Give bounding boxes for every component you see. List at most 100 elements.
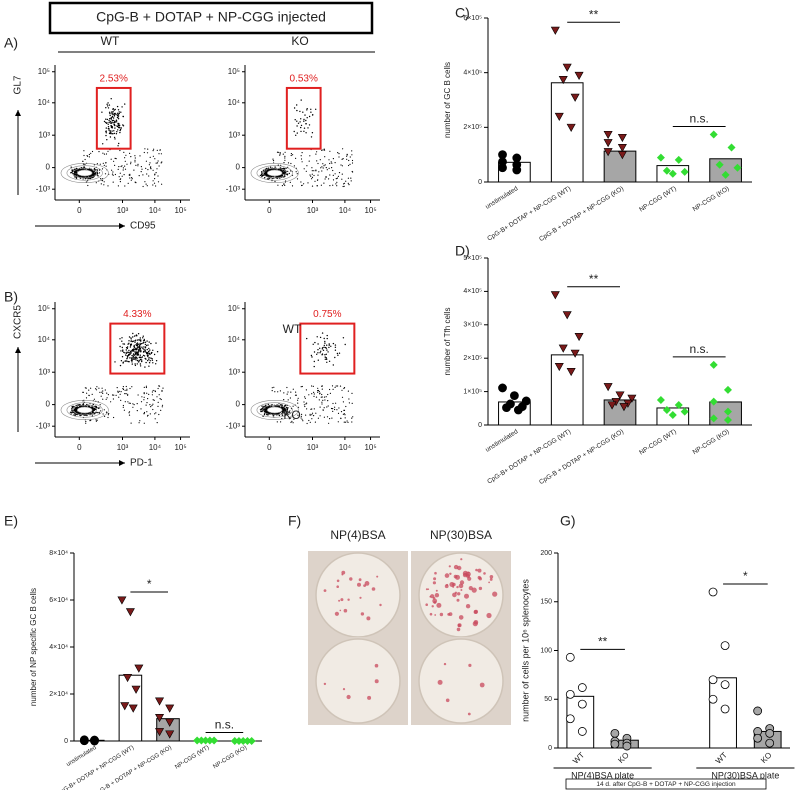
data-point	[721, 705, 729, 713]
x-tick-label: CpG-B+ DOTAP + NP-CGG (WT)	[486, 428, 572, 485]
event-dot	[323, 347, 324, 348]
event-dot	[108, 120, 109, 121]
event-dot	[130, 337, 131, 338]
data-point	[566, 653, 574, 661]
event-dot	[290, 170, 291, 171]
event-dot	[342, 159, 343, 160]
event-dot	[348, 160, 349, 161]
event-dot	[325, 164, 326, 165]
event-dot	[118, 115, 119, 116]
x-tick-label: 10⁵	[174, 206, 186, 215]
event-dot	[150, 360, 151, 361]
event-dot	[129, 353, 130, 354]
event-dot	[342, 174, 343, 175]
event-dot	[146, 411, 147, 412]
x-tick-label: 10⁵	[174, 443, 186, 452]
event-dot	[138, 333, 139, 334]
plate-spot	[479, 587, 482, 590]
event-dot	[84, 164, 85, 165]
data-point	[611, 740, 619, 748]
plate-spot	[340, 610, 342, 612]
event-dot	[335, 387, 336, 388]
event-dot	[327, 169, 328, 170]
event-dot	[333, 343, 334, 344]
event-dot	[125, 169, 126, 170]
event-dot	[96, 386, 97, 387]
event-dot	[329, 361, 330, 362]
event-dot	[140, 349, 141, 350]
plate-row-label: KO	[283, 408, 300, 422]
event-dot	[103, 163, 104, 164]
event-dot	[119, 113, 120, 114]
x-axis-label: CD95	[130, 221, 156, 232]
event-dot	[117, 106, 118, 107]
event-dot	[122, 176, 123, 177]
event-dot	[311, 414, 312, 415]
significance-label: n.s.	[215, 718, 234, 732]
event-dot	[334, 407, 335, 408]
x-tick-label: 0	[77, 443, 82, 452]
event-dot	[117, 387, 118, 388]
event-dot	[325, 359, 326, 360]
event-dot	[110, 136, 111, 137]
event-dot	[74, 410, 75, 411]
event-dot	[322, 149, 323, 150]
event-dot	[114, 113, 115, 114]
event-dot	[153, 150, 154, 151]
event-dot	[71, 410, 72, 411]
event-dot	[129, 388, 130, 389]
event-dot	[265, 409, 266, 410]
event-dot	[261, 172, 262, 173]
data-point	[514, 406, 522, 414]
event-dot	[124, 103, 125, 104]
event-dot	[135, 157, 136, 158]
event-dot	[327, 400, 328, 401]
plate-spot	[349, 577, 352, 580]
event-dot	[306, 109, 307, 110]
column-header: WT	[101, 34, 120, 48]
event-dot	[352, 403, 353, 404]
plate-spot	[480, 683, 485, 688]
event-dot	[327, 394, 328, 395]
event-dot	[264, 177, 265, 178]
y-tick-label: 6×10⁴	[49, 597, 68, 604]
event-dot	[113, 120, 114, 121]
event-dot	[137, 360, 138, 361]
event-dot	[155, 363, 156, 364]
gate-percent: 4.33%	[123, 309, 151, 320]
event-dot	[106, 132, 107, 133]
x-tick-label: NP-CGG (WT)	[638, 185, 678, 213]
event-dot	[129, 174, 130, 175]
event-dot	[139, 420, 140, 421]
plate-spot	[375, 664, 379, 668]
event-dot	[321, 397, 322, 398]
data-point	[126, 609, 134, 616]
event-dot	[132, 333, 133, 334]
plate-spot	[435, 593, 439, 597]
event-dot	[153, 390, 154, 391]
event-dot	[85, 178, 86, 179]
event-dot	[90, 153, 91, 154]
x-tick-label: 10⁵	[364, 443, 376, 452]
event-dot	[122, 347, 123, 348]
event-dot	[126, 358, 127, 359]
y-tick-label: 10³	[228, 130, 240, 139]
event-dot	[102, 180, 103, 181]
event-dot	[93, 172, 94, 173]
event-dot	[329, 168, 330, 169]
event-dot	[144, 397, 145, 398]
event-dot	[323, 167, 324, 168]
event-dot	[158, 153, 159, 154]
event-dot	[106, 153, 107, 154]
event-dot	[306, 389, 307, 390]
event-dot	[153, 170, 154, 171]
y-tick-label: 0	[478, 422, 482, 429]
event-dot	[321, 402, 322, 403]
event-dot	[315, 109, 316, 110]
event-dot	[140, 351, 141, 352]
event-dot	[309, 161, 310, 162]
significance-label: **	[598, 634, 608, 648]
event-dot	[116, 158, 117, 159]
event-dot	[310, 176, 311, 177]
event-dot	[100, 164, 101, 165]
